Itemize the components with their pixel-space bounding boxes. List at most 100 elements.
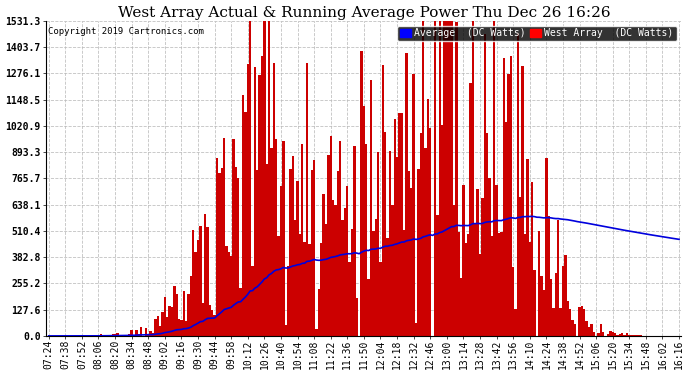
Bar bbox=[453, 205, 455, 336]
Bar bbox=[600, 324, 602, 336]
Bar bbox=[313, 159, 315, 336]
Bar bbox=[619, 334, 621, 336]
Bar bbox=[517, 33, 519, 336]
Bar bbox=[380, 262, 382, 336]
Bar bbox=[413, 75, 415, 336]
Bar bbox=[495, 185, 497, 336]
Bar bbox=[348, 262, 351, 336]
Bar bbox=[372, 231, 375, 336]
Bar bbox=[633, 335, 635, 336]
Bar bbox=[159, 326, 161, 336]
Bar bbox=[424, 148, 426, 336]
Bar bbox=[384, 132, 386, 336]
Bar bbox=[593, 332, 595, 336]
Bar bbox=[337, 171, 339, 336]
Bar bbox=[173, 286, 175, 336]
Bar bbox=[526, 159, 529, 336]
Bar bbox=[481, 198, 484, 336]
Bar bbox=[538, 231, 540, 336]
Bar bbox=[616, 335, 619, 336]
Bar bbox=[512, 267, 514, 336]
Bar bbox=[429, 128, 431, 336]
Bar bbox=[491, 236, 493, 336]
Bar bbox=[342, 220, 344, 336]
Bar bbox=[344, 208, 346, 336]
Bar bbox=[557, 220, 560, 336]
Bar bbox=[249, 7, 251, 336]
Text: Copyright 2019 Cartronics.com: Copyright 2019 Cartronics.com bbox=[48, 27, 204, 36]
Bar bbox=[457, 232, 460, 336]
Bar bbox=[493, 13, 495, 336]
Bar bbox=[266, 164, 268, 336]
Bar bbox=[477, 189, 479, 336]
Bar bbox=[552, 308, 555, 336]
Bar bbox=[448, 12, 451, 336]
Bar bbox=[237, 178, 239, 336]
Bar bbox=[507, 74, 510, 336]
Bar bbox=[351, 229, 353, 336]
Legend: Average  (DC Watts), West Array  (DC Watts): Average (DC Watts), West Array (DC Watts… bbox=[397, 26, 677, 41]
Bar bbox=[279, 186, 282, 336]
Bar bbox=[161, 312, 164, 336]
Bar bbox=[540, 276, 543, 336]
Bar bbox=[109, 334, 112, 336]
Bar bbox=[533, 270, 535, 336]
Bar bbox=[346, 186, 348, 336]
Bar bbox=[446, 7, 448, 336]
Bar bbox=[190, 276, 192, 336]
Bar bbox=[560, 308, 562, 336]
Bar bbox=[571, 320, 573, 336]
Bar bbox=[334, 206, 337, 336]
Bar bbox=[121, 334, 124, 336]
Bar bbox=[213, 315, 216, 336]
Bar bbox=[211, 310, 213, 336]
Bar bbox=[99, 334, 102, 336]
Bar bbox=[154, 319, 157, 336]
Bar bbox=[251, 266, 254, 336]
Bar bbox=[519, 196, 522, 336]
Bar bbox=[462, 184, 464, 336]
Bar bbox=[327, 155, 330, 336]
Bar bbox=[259, 75, 261, 336]
Bar bbox=[388, 151, 391, 336]
Bar bbox=[635, 335, 638, 336]
Bar bbox=[505, 122, 507, 336]
Bar bbox=[611, 332, 614, 336]
Bar bbox=[114, 334, 117, 336]
Bar bbox=[522, 66, 524, 336]
Bar bbox=[489, 178, 491, 336]
Bar bbox=[469, 83, 472, 336]
Bar bbox=[183, 291, 185, 336]
Bar bbox=[626, 333, 628, 336]
Bar bbox=[502, 57, 505, 336]
Bar bbox=[206, 227, 208, 336]
Bar bbox=[289, 170, 292, 336]
Bar bbox=[235, 167, 237, 336]
Bar bbox=[270, 147, 273, 336]
Bar bbox=[545, 158, 548, 336]
Bar bbox=[368, 279, 370, 336]
Bar bbox=[225, 246, 228, 336]
Bar bbox=[360, 51, 363, 336]
Bar bbox=[566, 301, 569, 336]
Bar bbox=[590, 324, 593, 336]
Bar bbox=[223, 138, 225, 336]
Bar bbox=[294, 220, 297, 336]
Bar bbox=[417, 169, 420, 336]
Bar bbox=[573, 324, 576, 336]
Bar bbox=[178, 319, 180, 336]
Bar bbox=[256, 170, 259, 336]
Bar bbox=[598, 333, 600, 336]
Bar bbox=[244, 112, 246, 336]
Bar bbox=[529, 242, 531, 336]
Bar bbox=[391, 205, 393, 336]
Bar bbox=[254, 68, 256, 336]
Bar bbox=[405, 53, 408, 336]
Bar bbox=[275, 140, 277, 336]
Bar bbox=[233, 139, 235, 336]
Bar bbox=[218, 173, 221, 336]
Bar bbox=[197, 240, 199, 336]
Bar bbox=[524, 234, 526, 336]
Bar bbox=[410, 188, 413, 336]
Bar bbox=[531, 182, 533, 336]
